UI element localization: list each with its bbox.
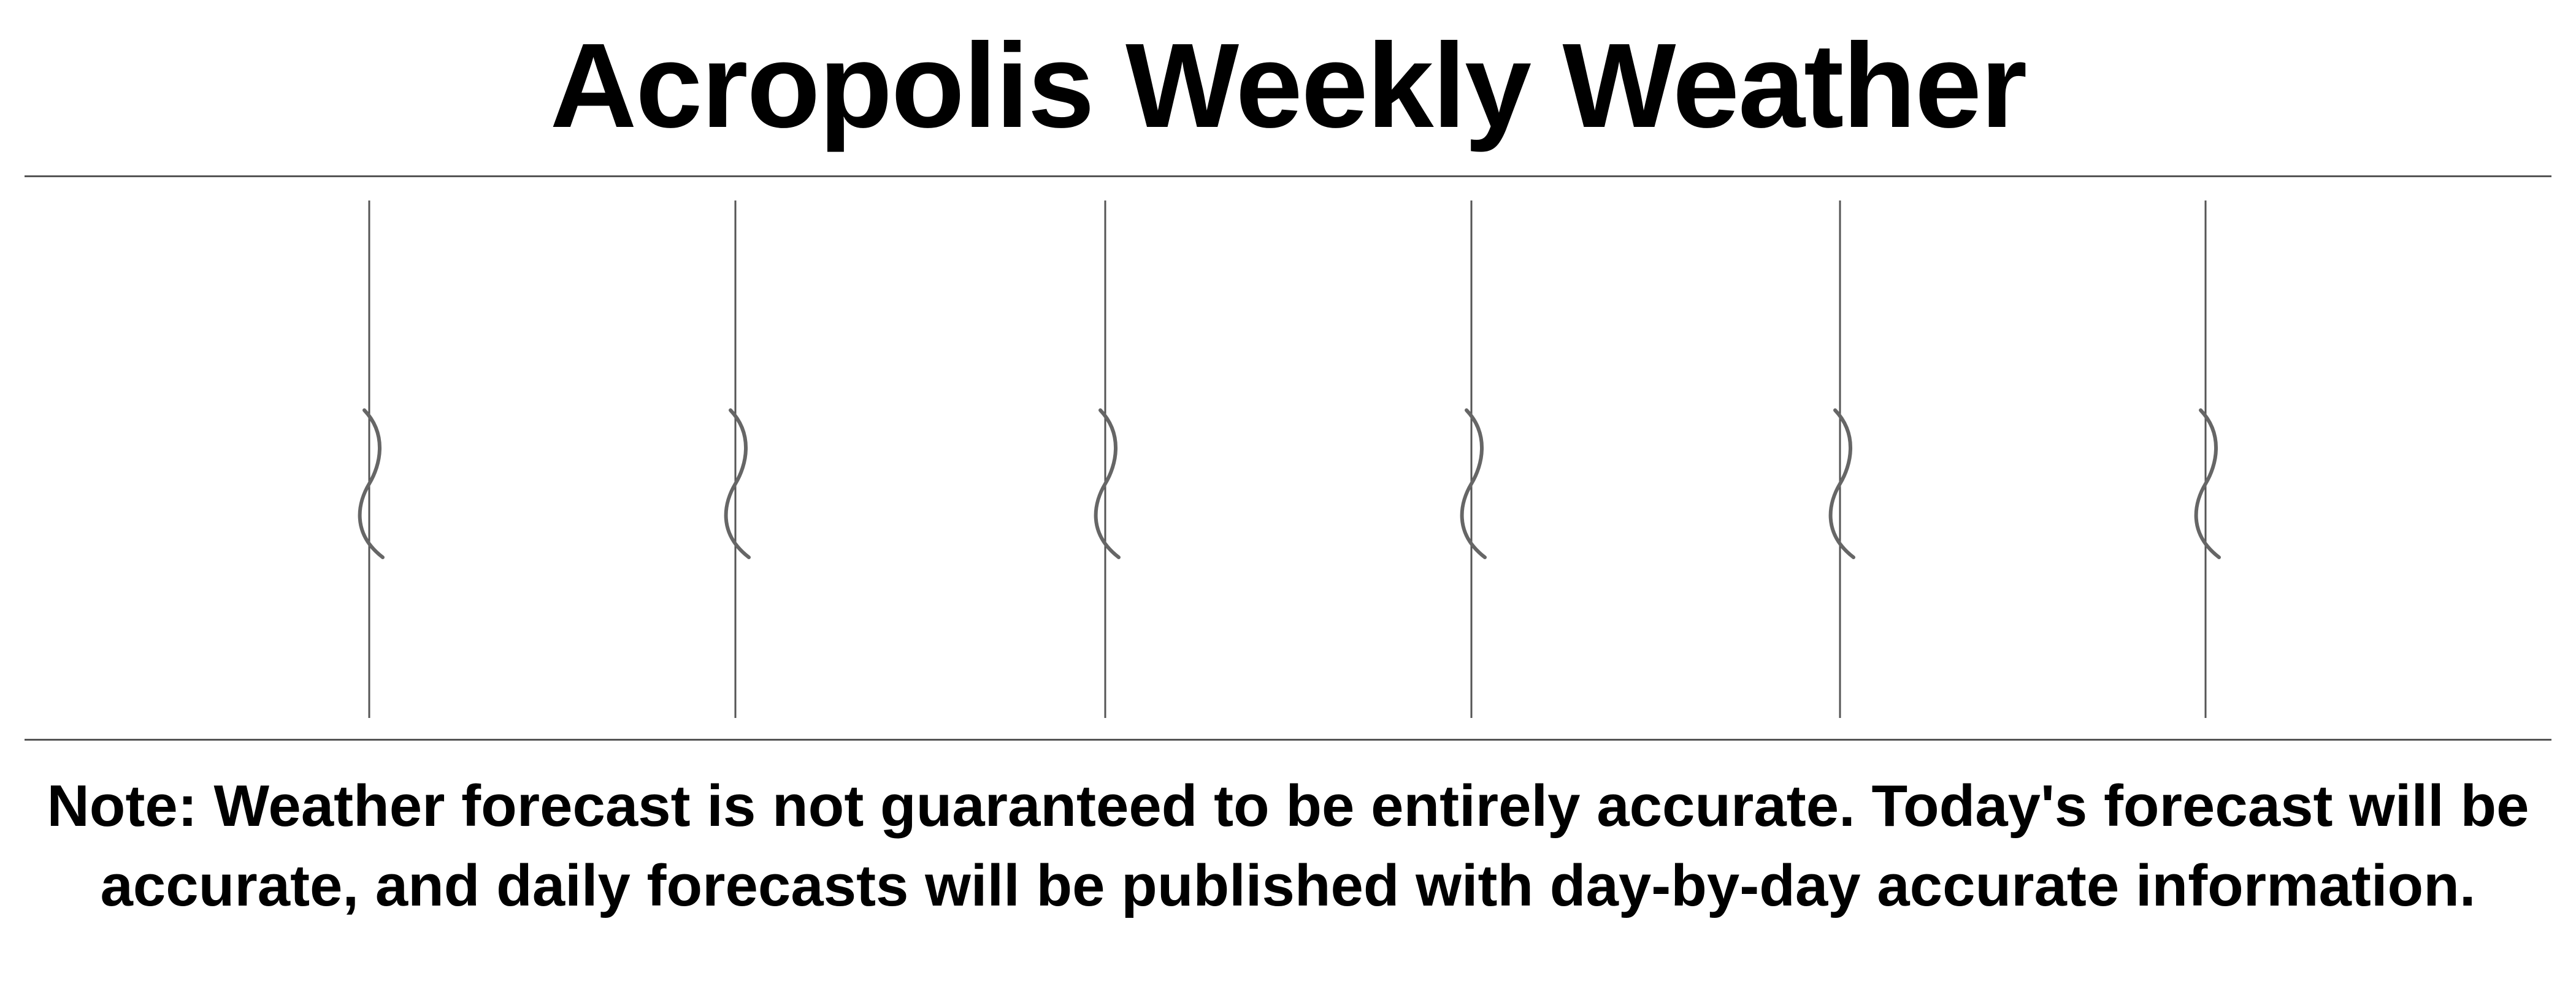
divider-squiggle bbox=[724, 408, 751, 559]
bottom-rule bbox=[25, 739, 2551, 741]
day-divider bbox=[1828, 200, 1855, 718]
day-divider bbox=[358, 200, 385, 718]
forecast-dividers bbox=[358, 200, 2221, 718]
divider-squiggle bbox=[1828, 408, 1855, 559]
day-divider bbox=[1460, 200, 1487, 718]
day-divider bbox=[1094, 200, 1121, 718]
divider-squiggle bbox=[2194, 408, 2221, 559]
divider-squiggle bbox=[1094, 408, 1121, 559]
divider-squiggle bbox=[1460, 408, 1487, 559]
forecast-disclaimer-note: Note: Weather forecast is not guaranteed… bbox=[47, 773, 2529, 918]
forecast-panel bbox=[25, 177, 2551, 739]
divider-squiggle bbox=[358, 408, 385, 559]
day-divider bbox=[724, 200, 751, 718]
page-title: Acropolis Weekly Weather bbox=[550, 18, 2028, 153]
day-divider bbox=[2194, 200, 2221, 718]
top-rule bbox=[25, 175, 2551, 177]
